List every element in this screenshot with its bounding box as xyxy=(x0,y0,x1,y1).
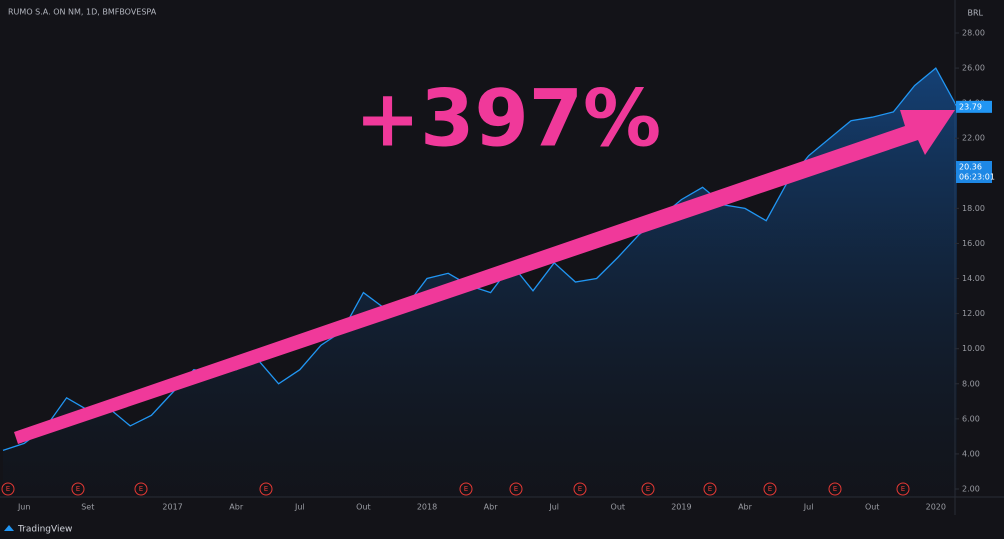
y-tick-label: 16.00 xyxy=(962,239,985,248)
x-tick-label: Abr xyxy=(738,503,753,512)
trend-arrow xyxy=(14,110,955,444)
x-tick-label: Out xyxy=(865,503,880,512)
event-marker xyxy=(1,482,15,496)
event-marker xyxy=(641,482,655,496)
event-label: E xyxy=(514,485,518,493)
event-label: E xyxy=(768,485,772,493)
y-tick-label: 6.00 xyxy=(962,414,980,423)
y-tick-label: 2.00 xyxy=(962,485,980,494)
event-marker xyxy=(573,482,587,496)
area xyxy=(3,68,957,497)
x-tick-label: Jul xyxy=(803,503,814,512)
event-marker xyxy=(828,482,842,496)
event-label: E xyxy=(578,485,582,493)
currency: BRL xyxy=(967,9,983,18)
y-tick-label: 28.00 xyxy=(962,28,985,37)
x-tick-label: 2020 xyxy=(926,503,946,512)
annotation: +397% xyxy=(355,74,661,164)
event-label: E xyxy=(139,485,143,493)
x-tick-label: Set xyxy=(81,503,94,512)
event-marker xyxy=(896,482,910,496)
countdown-time: 06:23:01 xyxy=(959,172,995,181)
event-label: E xyxy=(646,485,650,493)
y-tick-label: 26.00 xyxy=(962,64,985,73)
event-label: E xyxy=(6,485,10,493)
branding: TradingView xyxy=(17,525,72,535)
last-price-box xyxy=(956,100,992,113)
y-tick-label: 10.00 xyxy=(962,344,985,353)
event-marker xyxy=(703,482,717,496)
event-marker xyxy=(459,482,473,496)
x-tick-label: Out xyxy=(611,503,626,512)
y-tick-label: 4.00 xyxy=(962,449,980,458)
y-tick-label: 22.00 xyxy=(962,134,985,143)
x-tick-label: 2019 xyxy=(671,503,691,512)
x-tick-label: Jul xyxy=(294,503,305,512)
symbol-title: RUMO S.A. ON NM, 1D, BMFBOVESPA xyxy=(8,8,157,17)
logo xyxy=(4,525,14,531)
y-tick-label: 18.00 xyxy=(962,204,985,213)
event-marker xyxy=(71,482,85,496)
y-tick-label: 14.00 xyxy=(962,274,985,283)
countdown-price: 20.36 xyxy=(959,162,982,171)
x-tick-label: Jul xyxy=(548,503,559,512)
countdown-box xyxy=(956,160,992,183)
event-label: E xyxy=(76,485,80,493)
event-label: E xyxy=(833,485,837,493)
last-price-label: 23.79 xyxy=(959,102,982,111)
event-label: E xyxy=(264,485,268,493)
x-tick-label: Abr xyxy=(484,503,499,512)
event-marker xyxy=(134,482,148,496)
event-marker xyxy=(259,482,273,496)
x-tick-label: Abr xyxy=(229,503,244,512)
x-tick-label: Jun xyxy=(17,503,31,512)
event-marker xyxy=(763,482,777,496)
x-tick-label: Out xyxy=(356,503,371,512)
event-label: E xyxy=(464,485,468,493)
y-tick-label: 8.00 xyxy=(962,379,980,388)
event-label: E xyxy=(708,485,712,493)
x-tick-label: 2018 xyxy=(417,503,437,512)
event-marker xyxy=(509,482,523,496)
x-tick-label: 2017 xyxy=(162,503,182,512)
y-tick-label: 12.00 xyxy=(962,309,985,318)
event-label: E xyxy=(901,485,905,493)
